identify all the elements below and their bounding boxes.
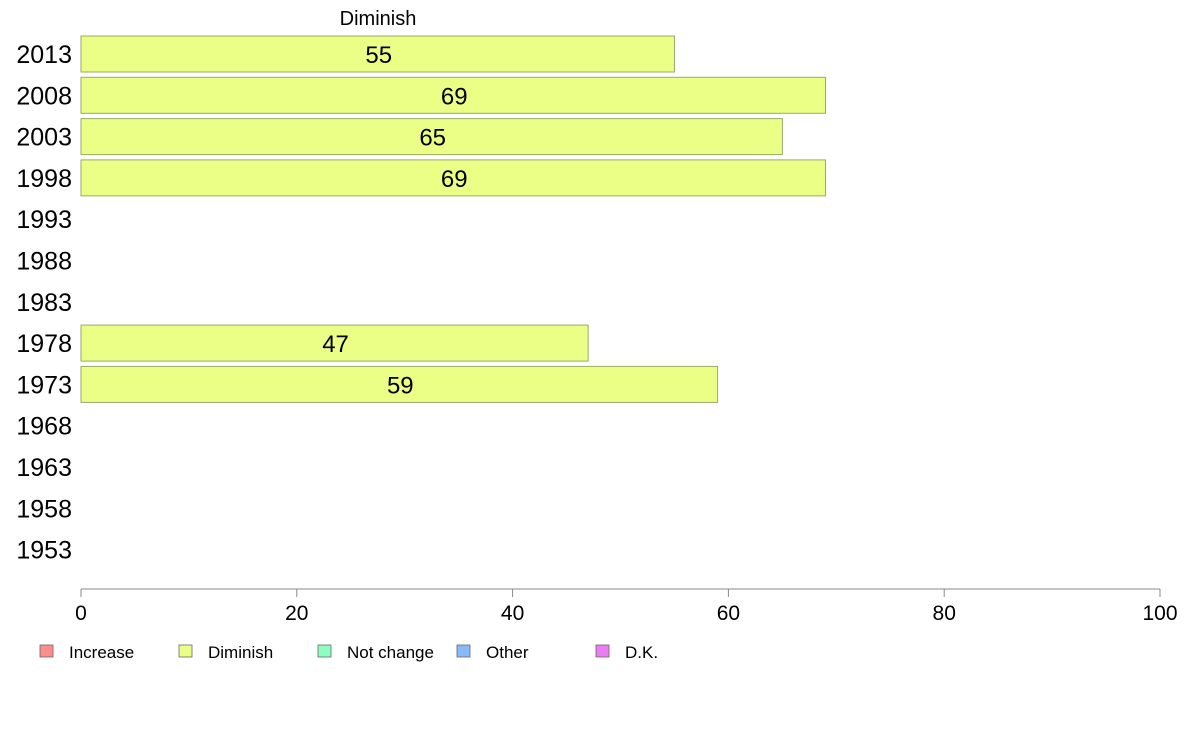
- category-label: 1998: [16, 165, 72, 193]
- legend-swatch: [39, 644, 54, 658]
- category-label: 1983: [16, 289, 72, 317]
- legend-swatch: [456, 644, 471, 658]
- bar: [80, 76, 827, 114]
- x-tick-label: 20: [285, 602, 308, 625]
- x-axis: 0 20 40 60 80 100: [75, 588, 1178, 625]
- category-label: 1963: [16, 454, 72, 482]
- category-label: 1953: [16, 537, 72, 565]
- bar-value-label: 69: [441, 83, 468, 110]
- bar-value-label: 59: [387, 372, 414, 399]
- category-label: 2003: [16, 124, 72, 152]
- bar: [80, 365, 719, 403]
- legend-label: Diminish: [208, 643, 273, 662]
- bars-group: 55 69 65 69 47 59: [80, 35, 827, 403]
- legend-swatch: [595, 644, 610, 658]
- category-labels: 2013 2008 2003 1998 1993 1988 1983 1978 1973 1968…: [16, 41, 72, 565]
- bar: [80, 159, 827, 197]
- x-tick-label: 0: [75, 602, 87, 625]
- legend: Increase Diminish Not change Other D.K.: [39, 643, 658, 662]
- category-label: 2008: [16, 82, 72, 110]
- bar: [80, 324, 589, 362]
- category-label: 1993: [16, 206, 72, 234]
- category-label: 1978: [16, 330, 72, 358]
- legend-label: D.K.: [625, 643, 658, 662]
- bar-value-label: 65: [419, 125, 446, 152]
- legend-swatch: [317, 644, 332, 658]
- legend-swatch: [178, 644, 193, 658]
- bar-value-label: 47: [322, 331, 349, 358]
- chart-title: Diminish: [340, 8, 417, 30]
- category-label: 1968: [16, 413, 72, 441]
- x-tick-label: 100: [1142, 602, 1177, 625]
- legend-label: Other: [486, 643, 529, 662]
- x-tick-label: 60: [717, 602, 740, 625]
- category-label: 1973: [16, 371, 72, 399]
- bar-value-label: 55: [365, 42, 392, 69]
- legend-label: Increase: [69, 643, 134, 662]
- x-tick-label: 40: [501, 602, 524, 625]
- category-label: 2013: [16, 41, 72, 69]
- category-label: 1958: [16, 495, 72, 523]
- bar: [80, 35, 675, 73]
- legend-label: Not change: [347, 643, 434, 662]
- bar: [80, 118, 783, 156]
- bar-value-label: 69: [441, 166, 468, 193]
- category-label: 1988: [16, 248, 72, 276]
- x-tick-label: 80: [933, 602, 956, 625]
